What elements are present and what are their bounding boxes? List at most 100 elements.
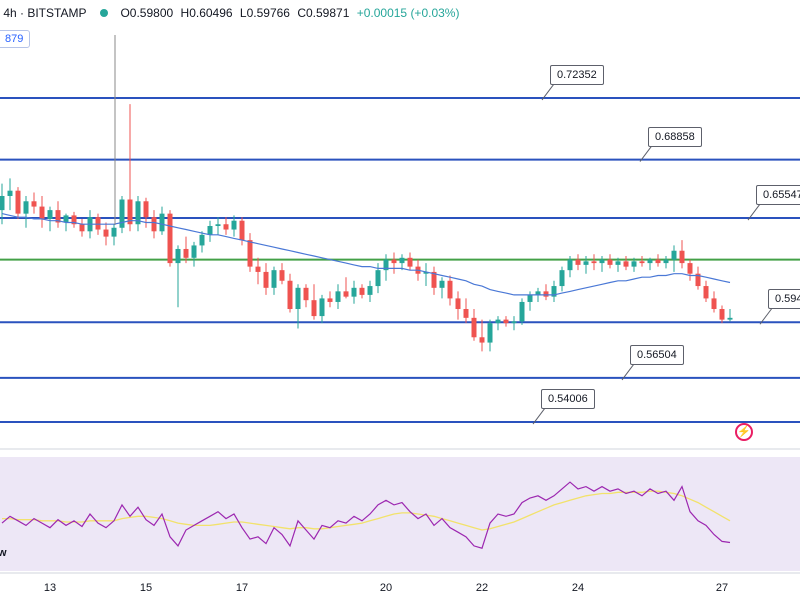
candle-body <box>103 229 109 237</box>
candle-body <box>631 261 637 267</box>
low-value: L0.59766 <box>239 6 290 20</box>
date-tick-label: 15 <box>139 582 153 594</box>
candle-body <box>535 291 541 295</box>
candle-body <box>663 259 669 264</box>
candle-body <box>119 199 125 228</box>
candle-body <box>327 298 333 302</box>
level-pointer <box>759 307 773 325</box>
candle-body <box>575 259 581 265</box>
candle-body <box>239 220 245 241</box>
moving-average-line <box>1 213 731 296</box>
symbol-label[interactable]: · 4h · BITSTAMP <box>0 6 87 20</box>
date-tick-label: 20 <box>379 582 393 594</box>
candle-body <box>711 298 717 310</box>
candle-body <box>487 323 493 343</box>
level-pointer <box>532 407 546 425</box>
level-label: 0.54006 <box>541 389 595 410</box>
date-tick-label: 13 <box>43 582 57 594</box>
candles-layer <box>0 104 733 352</box>
level-label: 0.65547 <box>756 185 800 206</box>
level-pointer <box>541 83 555 101</box>
candle-body <box>703 286 709 299</box>
candle-body <box>655 259 661 264</box>
level-label: 0.68858 <box>648 126 702 147</box>
candle-body <box>295 287 301 310</box>
candle-body <box>175 248 181 264</box>
candle-body <box>695 273 701 287</box>
candle-body <box>551 286 557 297</box>
candle-body <box>343 291 349 297</box>
candle-body <box>279 270 285 281</box>
candle-body <box>79 224 85 232</box>
level-label: 0.594 <box>768 289 800 310</box>
candle-body <box>407 257 413 267</box>
chart-header: · 4h · BITSTAMP O0.59800 H0.60496 L0.597… <box>0 4 463 22</box>
candle-body <box>495 319 501 324</box>
candle-body <box>399 257 405 264</box>
candle-body <box>247 240 253 267</box>
level-pointer <box>747 203 761 221</box>
candle-body <box>543 291 549 297</box>
candle-body <box>511 321 517 324</box>
candle-body <box>719 309 725 320</box>
candle-body <box>319 298 325 317</box>
candle-body <box>71 215 77 225</box>
candle-body <box>207 226 213 235</box>
ma-value-badge[interactable]: 879 <box>0 30 31 48</box>
candle-body <box>215 224 221 227</box>
candle-body <box>375 270 381 287</box>
candle-body <box>311 300 317 317</box>
candle-body <box>567 259 573 271</box>
open-value: O0.59800 <box>120 6 174 20</box>
candle-body <box>0 195 5 211</box>
candle-body <box>231 220 237 230</box>
candle-body <box>143 201 149 218</box>
rsi-ma-line <box>2 490 731 531</box>
candle-body <box>63 215 69 223</box>
level-pointer <box>639 145 653 162</box>
candle-body <box>439 280 445 288</box>
candle-body <box>455 298 461 310</box>
rsi-line <box>1 481 731 549</box>
level-label: 0.72352 <box>550 64 604 85</box>
candle-body <box>447 280 453 299</box>
high-value: H0.60496 <box>180 6 233 20</box>
date-tick-label: 24 <box>571 582 585 594</box>
candle-body <box>647 259 653 264</box>
candle-body <box>95 217 101 230</box>
candle-body <box>671 250 677 260</box>
candle-body <box>271 270 277 288</box>
market-status-icon <box>100 9 109 17</box>
ohlc-values: O0.59800 H0.60496 L0.59766 C0.59871 +0.0… <box>120 6 463 20</box>
candle-body <box>39 206 45 219</box>
candle-body <box>23 201 29 214</box>
candle-body <box>391 259 397 264</box>
candle-body <box>599 259 605 264</box>
candle-body <box>223 224 229 230</box>
candle-body <box>127 199 133 225</box>
lightning-icon[interactable]: ⚡ <box>735 423 753 441</box>
candle-body <box>151 217 157 232</box>
indicator-label: w <box>0 547 7 559</box>
candle-body <box>519 301 525 322</box>
candle-body <box>111 227 117 237</box>
candle-body <box>47 210 53 219</box>
level-label: 0.56504 <box>630 344 684 365</box>
candle-body <box>583 261 589 265</box>
candle-body <box>159 213 165 232</box>
rsi-band <box>0 457 800 571</box>
candle-body <box>359 287 365 295</box>
candle-body <box>479 337 485 343</box>
candle-body <box>191 245 197 258</box>
close-value: C0.59871 <box>297 6 350 20</box>
candle-body <box>423 271 429 274</box>
candle-body <box>463 309 469 318</box>
candle-body <box>335 291 341 302</box>
candle-body <box>431 271 437 288</box>
candle-body <box>623 261 629 267</box>
candle-body <box>607 259 613 265</box>
candle-body <box>727 317 733 320</box>
change-value: +0.00015 (+0.03%) <box>356 6 460 20</box>
date-tick-label: 17 <box>235 582 249 594</box>
